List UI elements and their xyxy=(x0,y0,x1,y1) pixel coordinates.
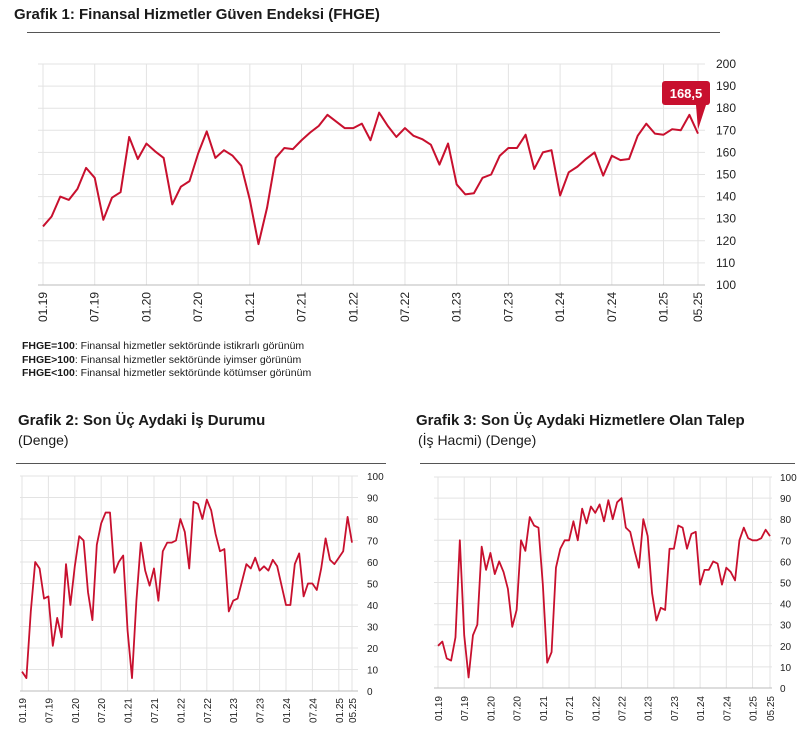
chart3-x-tick-label: 07.22 xyxy=(617,696,628,721)
callout-pointer xyxy=(696,105,706,130)
chart2-x-tick-label: 07.23 xyxy=(256,698,267,723)
callout-label: 168,5 xyxy=(670,86,703,101)
chart2-x-tick-label: 01.23 xyxy=(229,698,240,723)
chart3-y-tick-label: 100 xyxy=(780,473,797,484)
chart1-x-tick-label: 07.22 xyxy=(398,292,412,322)
chart2-subtitle: (Denge) xyxy=(18,432,69,448)
note-row: FHGE<100: Finansal hizmetler sektöründe … xyxy=(22,367,312,379)
chart3-y-tick-label: 0 xyxy=(780,684,786,695)
chart3-x-tick-label: 07.23 xyxy=(670,696,681,721)
chart2-y-tick-label: 70 xyxy=(367,537,379,548)
chart3-y-tick-label: 70 xyxy=(780,536,792,547)
chart3-x-tick-label: 05.25 xyxy=(766,696,777,721)
chart1-x-tick-label: 01.24 xyxy=(553,292,567,322)
chart1-title: Grafik 1: Finansal Hizmetler Güven Endek… xyxy=(14,6,380,23)
chart2-x-tick-label: 01.24 xyxy=(282,698,293,723)
chart2-y-tick-label: 60 xyxy=(367,558,379,569)
chart3-x-tick-label: 07.21 xyxy=(565,696,576,721)
chart3-y-tick-label: 60 xyxy=(780,557,792,568)
chart1-x-tick-label: 01.21 xyxy=(243,292,257,322)
chart3-y-tick-label: 40 xyxy=(780,600,792,611)
chart1-x-tick-label: 05.25 xyxy=(691,292,705,322)
chart1-notes: FHGE=100: Finansal hizmetler sektöründe … xyxy=(22,340,311,381)
chart3-x-tick-label: 07.24 xyxy=(722,696,733,721)
chart1-x-tick-label: 07.19 xyxy=(88,292,102,322)
chart3-x-tick-label: 07.20 xyxy=(513,696,524,721)
chart2-x-tick-label: 01.20 xyxy=(71,698,82,723)
chart3-x-tick-label: 01.19 xyxy=(434,696,445,721)
chart2-y-tick-label: 100 xyxy=(367,472,384,483)
chart2-y-tick-label: 80 xyxy=(367,515,379,526)
chart1-x-tick-label: 01.25 xyxy=(657,292,671,322)
chart1-y-tick-label: 130 xyxy=(716,212,736,226)
chart2-x-tick-label: 01.19 xyxy=(18,698,29,723)
chart2-x-tick-label: 01.22 xyxy=(176,698,187,723)
chart1-series-line xyxy=(42,111,699,246)
chart1-x-tick-label: 01.23 xyxy=(450,292,464,322)
chart1-x-tick-label: 01.19 xyxy=(36,292,50,322)
chart2-x-tick-label: 05.25 xyxy=(348,698,359,723)
chart1-y-tick-label: 180 xyxy=(716,101,736,115)
chart2-x-tick-label: 07.20 xyxy=(97,698,108,723)
chart1-x-tick-label: 07.23 xyxy=(501,292,515,322)
chart1-y-tick-label: 160 xyxy=(716,145,736,159)
chart2-title: Grafik 2: Son Üç Aydaki İş Durumu xyxy=(18,412,266,429)
chart1-y-tick-label: 190 xyxy=(716,79,736,93)
chart3-x-tick-label: 01.21 xyxy=(539,696,550,721)
chart3-y-tick-label: 50 xyxy=(780,579,792,590)
chart2-y-tick-label: 50 xyxy=(367,580,379,591)
chart2-y-tick-label: 90 xyxy=(367,494,379,505)
chart1-y-tick-label: 120 xyxy=(716,234,736,248)
chart2-y-tick-label: 0 xyxy=(367,687,373,698)
chart2-x-tick-label: 07.19 xyxy=(44,698,55,723)
chart3-series-line xyxy=(437,497,771,679)
chart1-x-tick-label: 01.20 xyxy=(139,292,153,322)
chart1-y-tick-label: 150 xyxy=(716,168,736,182)
chart3-x-tick-label: 07.19 xyxy=(460,696,471,721)
callout-box xyxy=(662,81,710,105)
chart3-x-tick-label: 01.23 xyxy=(644,696,655,721)
chart3-title: Grafik 3: Son Üç Aydaki Hizmetlere Olan … xyxy=(416,412,745,429)
note-row: FHGE>100: Finansal hizmetler sektöründe … xyxy=(22,353,302,366)
chart2-x-tick-label: 01.21 xyxy=(124,698,135,723)
chart2-x-tick-label: 07.22 xyxy=(203,698,214,723)
chart1-y-tick-label: 140 xyxy=(716,190,736,204)
chart2-x-tick-label: 07.24 xyxy=(308,698,319,723)
note-row: FHGE=100: Finansal hizmetler sektöründe … xyxy=(22,340,305,352)
chart3-y-tick-label: 10 xyxy=(780,663,792,674)
chart3-y-tick-label: 20 xyxy=(780,642,792,653)
chart3-x-tick-label: 01.24 xyxy=(696,696,707,721)
chart2-x-tick-label: 07.21 xyxy=(150,698,161,723)
chart3-y-tick-label: 30 xyxy=(780,621,792,632)
chart2-y-tick-label: 30 xyxy=(367,623,379,634)
chart1-x-tick-label: 01.22 xyxy=(346,292,360,322)
chart1-y-tick-label: 110 xyxy=(716,256,735,270)
chart1-y-tick-label: 200 xyxy=(716,57,736,71)
chart2-x-tick-label: 01.25 xyxy=(335,698,346,723)
chart2-y-tick-label: 40 xyxy=(367,601,379,612)
chart1-x-tick-label: 07.24 xyxy=(605,292,619,322)
chart3-y-tick-label: 80 xyxy=(780,515,792,526)
chart2-series-line xyxy=(21,498,353,679)
chart3-x-tick-label: 01.25 xyxy=(749,696,760,721)
chart3-x-tick-label: 01.22 xyxy=(591,696,602,721)
chart1-x-tick-label: 07.21 xyxy=(295,292,309,322)
chart2-y-tick-label: 10 xyxy=(367,666,379,677)
chart2-title-rule xyxy=(16,463,386,464)
chart1-title-rule xyxy=(27,32,720,33)
chart1-y-tick-label: 100 xyxy=(716,278,736,292)
chart2-y-tick-label: 20 xyxy=(367,644,379,655)
chart1-x-tick-label: 07.20 xyxy=(191,292,205,322)
chart3-x-tick-label: 01.20 xyxy=(486,696,497,721)
chart1-y-tick-label: 170 xyxy=(716,123,736,137)
chart3-y-tick-label: 90 xyxy=(780,494,792,505)
chart3-subtitle: (İş Hacmi) (Denge) xyxy=(418,432,537,448)
chart3-title-rule xyxy=(420,463,795,464)
